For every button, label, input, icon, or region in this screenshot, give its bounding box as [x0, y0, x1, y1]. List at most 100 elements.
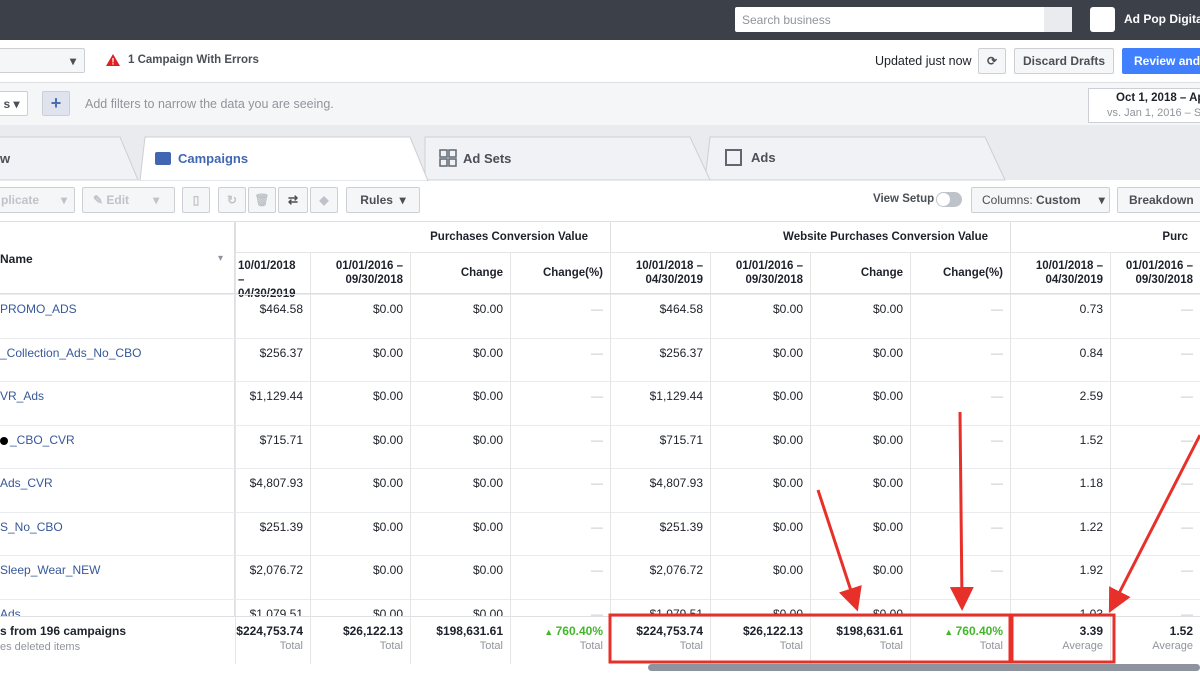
tab[interactable]: Ad Sets — [463, 151, 512, 166]
row-divider — [0, 511, 1200, 513]
group-header: Purc — [1010, 222, 1200, 252]
table-cell: $0.00 — [810, 381, 910, 425]
table-cell: $0.00 — [810, 468, 910, 512]
tab-active[interactable]: Campaigns — [178, 151, 249, 166]
footer-label: Total — [779, 640, 803, 652]
footer-label: Total — [679, 640, 703, 652]
row-divider — [0, 598, 1200, 600]
filter-hint: Add filters to narrow the data you are s… — [85, 97, 334, 111]
tab[interactable]: w — [0, 151, 11, 166]
row-divider — [0, 381, 1200, 382]
footer-subtitle: es deleted items — [0, 641, 81, 653]
icon-button[interactable]: ⇄ — [278, 187, 308, 213]
icon-button[interactable]: ▯ — [182, 187, 210, 213]
group-header: Website Purchases Conversion Value — [610, 222, 1010, 252]
campaign-name[interactable]: Sleep_Wear_NEW — [0, 563, 101, 577]
footer-label: Average — [1152, 640, 1193, 652]
edit-label: Edit — [106, 193, 130, 207]
search-button[interactable] — [1044, 7, 1072, 32]
tab[interactable]: Ads — [751, 150, 776, 165]
table-cell: $0.00 — [710, 337, 810, 381]
campaign-name[interactable]: _CBO_CVR — [10, 432, 75, 447]
scrollbar[interactable] — [648, 664, 1200, 671]
footer-value: $26,122.13 — [710, 616, 810, 664]
columns-value: Custom — [1036, 193, 1081, 207]
column-header: Change(%) — [510, 253, 610, 293]
table-cell: — — [910, 555, 1010, 599]
account-name[interactable]: Ad Pop Digital — [1124, 12, 1200, 26]
table-cell: $0.00 — [410, 424, 510, 468]
table-cell: $2,076.72 — [235, 555, 310, 599]
table-cell: $0.00 — [310, 337, 410, 381]
dropdown[interactable]: ▾ — [0, 48, 85, 73]
add-filter[interactable]: + — [42, 91, 70, 116]
table-cell: — — [910, 511, 1010, 555]
group-header: Purchases Conversion Value — [235, 222, 610, 252]
footer-label: Total — [979, 640, 1003, 652]
table-cell: — — [1110, 424, 1200, 468]
campaign-name[interactable]: PROMO_ADS — [0, 302, 77, 316]
breakdown-button[interactable]: Breakdown — [1117, 187, 1200, 213]
table-cell: — — [1110, 381, 1200, 425]
table-cell: — — [510, 337, 610, 381]
error-icon: ! — [106, 54, 120, 67]
name-header: Name — [0, 252, 33, 266]
campaign-name[interactable]: VR_Ads — [0, 389, 45, 403]
table-cell: $0.00 — [410, 337, 510, 381]
campaign-name[interactable]: _Collection_Ads_No_CBO — [0, 345, 142, 360]
table-cell: $0.00 — [810, 337, 910, 381]
table-cell: $0.00 — [710, 511, 810, 555]
columns-button[interactable]: Columns: Custom ▾ — [971, 187, 1110, 213]
icon-button[interactable]: 🗑 — [248, 187, 276, 213]
table-cell: — — [910, 468, 1010, 512]
date-picker[interactable]: Oct 1, 2018 – Ap vs. Jan 1, 2016 – S — [1088, 88, 1200, 123]
refresh-button[interactable]: ⟳ — [978, 48, 1006, 74]
table-cell: $715.71 — [610, 424, 710, 468]
icon-button[interactable]: ↻ — [218, 187, 246, 213]
filter-dropdown[interactable]: s ▾ — [0, 91, 28, 116]
table-cell: $0.00 — [710, 468, 810, 512]
toggle[interactable] — [936, 192, 962, 207]
table-cell: $0.00 — [410, 381, 510, 425]
discard-button[interactable]: Discard Drafts — [1014, 48, 1114, 74]
icon-button[interactable]: ◆ — [310, 187, 338, 213]
table-cell: — — [1110, 294, 1200, 338]
campaign-name[interactable]: Ads_CVR — [0, 476, 53, 490]
table-cell: $256.37 — [610, 337, 710, 381]
table-cell: — — [1110, 555, 1200, 599]
footer-number: $26,122.13 — [742, 624, 803, 638]
column-header: Change — [810, 253, 910, 293]
duplicate-label: plicate — [1, 193, 40, 207]
header-bottom — [0, 293, 1200, 294]
columns-label: Columns: — [982, 193, 1033, 207]
errors-link[interactable]: 1 Campaign With Errors — [128, 54, 259, 66]
table-cell: — — [510, 381, 610, 425]
table-cell: $0.00 — [410, 555, 510, 599]
campaign-name[interactable]: S_No_CBO — [0, 519, 63, 534]
rules-button[interactable]: Rules ▾ — [346, 187, 420, 213]
table-cell: 0.84 — [1010, 337, 1110, 381]
footer-value: 1.52 — [1110, 616, 1200, 664]
table-cell: $0.00 — [410, 468, 510, 512]
edit-button[interactable]: ✎ Edit ▾ — [82, 187, 175, 213]
footer-value: ▲ 760.40% — [910, 616, 1010, 664]
table-cell: — — [510, 555, 610, 599]
footer-number: $198,631.61 — [436, 624, 503, 638]
table-cell: $464.58 — [610, 294, 710, 338]
footer-number: $26,122.13 — [342, 624, 403, 638]
table-cell: 0.73 — [1010, 294, 1110, 338]
footer-number: 760.40% — [955, 624, 1003, 638]
table-cell: $0.00 — [310, 511, 410, 555]
footer-label: Total — [279, 640, 303, 652]
filter-cut: s — [3, 96, 11, 111]
review-button[interactable]: Review and — [1122, 48, 1200, 74]
row-divider — [0, 424, 1200, 426]
search-placeholder: Search business — [742, 13, 831, 27]
duplicate-button[interactable]: plicate ▾ — [0, 187, 75, 213]
column-header: Change(%) — [910, 253, 1010, 293]
search-box[interactable]: Search business — [735, 7, 1072, 32]
table-cell: — — [510, 294, 610, 338]
footer-value: $198,631.61 — [810, 616, 910, 664]
table-cell: $0.00 — [710, 424, 810, 468]
sort-caret: ▾ — [218, 253, 224, 264]
